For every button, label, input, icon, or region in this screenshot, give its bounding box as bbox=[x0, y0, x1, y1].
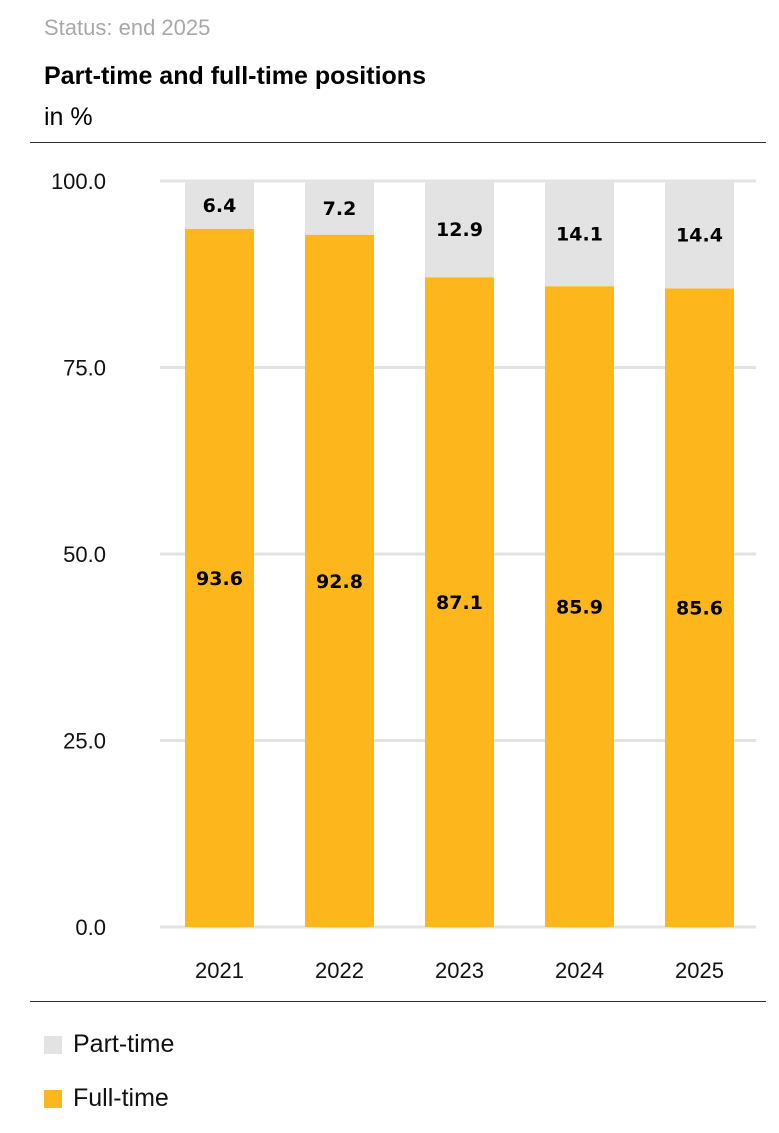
bar-full-time bbox=[665, 288, 734, 927]
x-tick-label: 2024 bbox=[555, 958, 604, 983]
bar-full-time bbox=[425, 277, 494, 927]
legend-swatch-part-time bbox=[44, 1035, 62, 1054]
legend-item-part-time: Part-time bbox=[44, 1030, 174, 1059]
bottom-divider bbox=[30, 1001, 766, 1002]
data-label: 85.6 bbox=[676, 598, 723, 620]
bar-full-time bbox=[305, 234, 374, 927]
top-divider bbox=[30, 142, 766, 143]
bar-full-time bbox=[185, 228, 254, 927]
data-label: 93.6 bbox=[196, 568, 243, 590]
y-tick-label: 25.0 bbox=[63, 729, 106, 754]
bar-part-time bbox=[665, 181, 734, 289]
status-note: Status: end 2025 bbox=[44, 15, 211, 40]
data-label: 14.4 bbox=[676, 225, 723, 247]
data-label: 85.9 bbox=[556, 597, 603, 619]
data-label: 6.4 bbox=[203, 195, 237, 217]
data-label: 87.1 bbox=[436, 592, 483, 614]
x-tick-label: 2022 bbox=[315, 958, 364, 983]
bar-part-time bbox=[305, 181, 374, 235]
bar-part-time bbox=[425, 181, 494, 278]
legend-label: Part-time bbox=[73, 1030, 175, 1058]
x-tick-label: 2023 bbox=[435, 958, 484, 983]
chart-subtitle: in % bbox=[44, 103, 93, 131]
legend-item-full-time: Full-time bbox=[44, 1084, 169, 1113]
y-tick-label: 0.0 bbox=[75, 915, 106, 940]
data-label: 12.9 bbox=[436, 219, 483, 241]
y-tick-label: 50.0 bbox=[63, 542, 106, 567]
data-label: 92.8 bbox=[316, 571, 363, 593]
bar-part-time bbox=[185, 181, 254, 229]
bar-part-time bbox=[545, 181, 614, 287]
x-tick-label: 2025 bbox=[675, 958, 724, 983]
data-label: 14.1 bbox=[556, 224, 603, 246]
legend-label: Full-time bbox=[73, 1084, 169, 1112]
y-tick-label: 75.0 bbox=[63, 356, 106, 381]
y-tick-label: 100.0 bbox=[51, 169, 106, 194]
x-tick-label: 2021 bbox=[195, 958, 244, 983]
data-label: 7.2 bbox=[323, 198, 357, 220]
legend-swatch-full-time bbox=[44, 1089, 62, 1108]
chart-title: Part-time and full-time positions bbox=[44, 62, 426, 90]
bar-full-time bbox=[545, 286, 614, 927]
